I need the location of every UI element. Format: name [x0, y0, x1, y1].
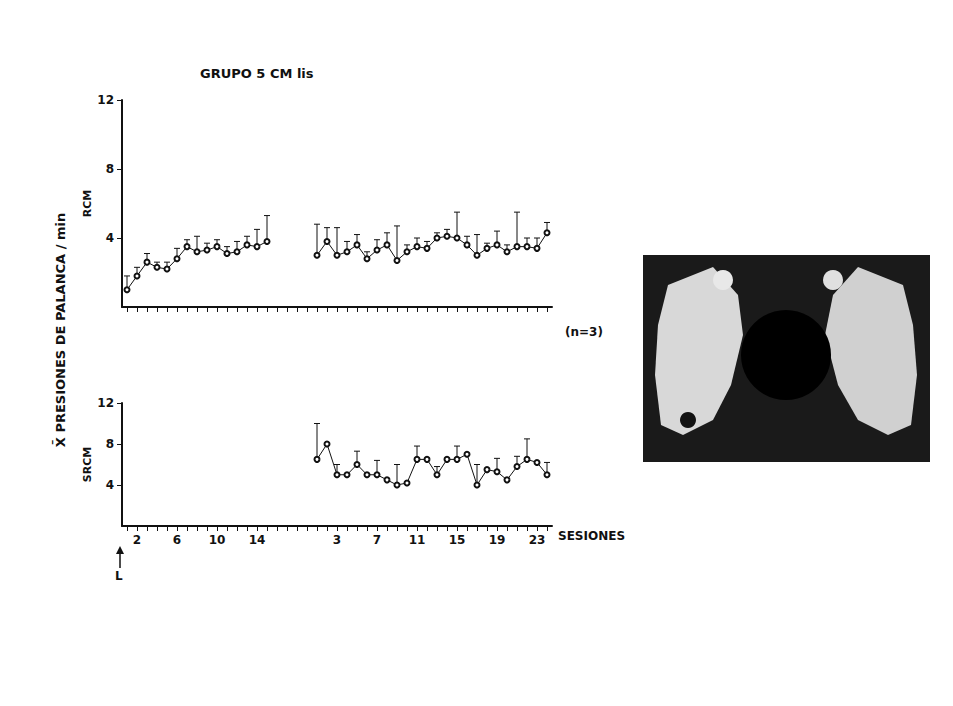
svg-text:GRUPO 5 CM lis: GRUPO 5 CM lis — [200, 66, 314, 81]
svg-text:X̄ PRESIONES DE PALANCA / min: X̄ PRESIONES DE PALANCA / min — [52, 213, 67, 447]
svg-text:(n=3): (n=3) — [565, 325, 603, 339]
svg-text:10: 10 — [209, 533, 226, 547]
svg-text:3: 3 — [333, 533, 341, 547]
svg-text:8: 8 — [106, 162, 114, 176]
svg-text:SESIONES: SESIONES — [558, 529, 625, 543]
svg-text:12: 12 — [97, 396, 114, 410]
svg-text:11: 11 — [409, 533, 426, 547]
svg-text:4: 4 — [106, 231, 114, 245]
svg-text:L: L — [115, 569, 123, 583]
svg-text:2: 2 — [133, 533, 141, 547]
svg-text:23: 23 — [529, 533, 546, 547]
svg-text:4: 4 — [106, 478, 114, 492]
svg-text:RCM: RCM — [81, 190, 94, 218]
svg-text:8: 8 — [106, 437, 114, 451]
svg-text:6: 6 — [173, 533, 181, 547]
svg-text:7: 7 — [373, 533, 381, 547]
svg-text:15: 15 — [449, 533, 466, 547]
svg-text:12: 12 — [97, 93, 114, 107]
svg-text:14: 14 — [249, 533, 266, 547]
svg-text:19: 19 — [489, 533, 506, 547]
svg-text:SRCM: SRCM — [81, 447, 94, 482]
